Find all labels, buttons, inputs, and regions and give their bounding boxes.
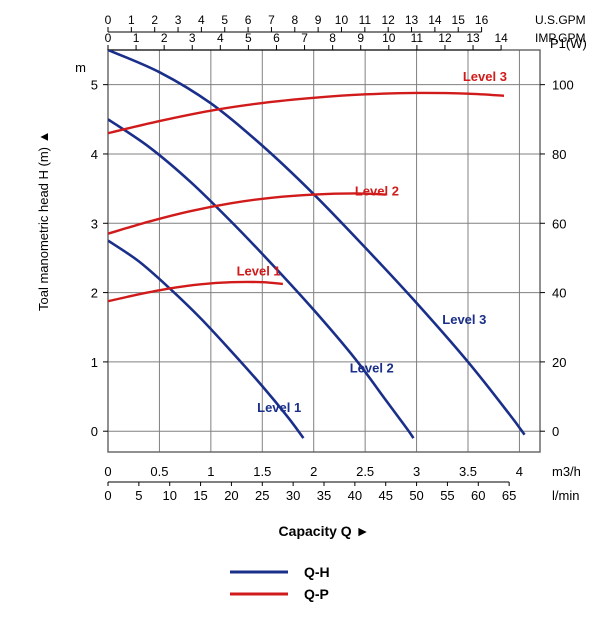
y-right-tick-label: 0 xyxy=(552,424,559,439)
x-axis-title: Capacity Q ► xyxy=(279,523,370,539)
y-right-tick-label: 20 xyxy=(552,355,566,370)
x-top1-tick: 15 xyxy=(452,13,466,27)
pump-curve-chart: 012345m020406080100P1(W)0123456789101112… xyxy=(0,0,600,621)
x-bottom2-tick: 60 xyxy=(471,488,485,503)
qp-curve-label: Level 2 xyxy=(355,184,399,199)
x-top2-tick: 9 xyxy=(357,31,364,45)
x-top1-tick: 13 xyxy=(405,13,419,27)
x-top1-label: U.S.GPM xyxy=(535,13,586,27)
x-bottom2-tick: 40 xyxy=(348,488,362,503)
x-top1-tick: 16 xyxy=(475,13,489,27)
x-top2-tick: 3 xyxy=(189,31,196,45)
x-bottom-tick: 3 xyxy=(413,464,420,479)
legend-label: Q-P xyxy=(304,586,329,602)
x-top1-tick: 14 xyxy=(428,13,442,27)
x-bottom-tick: 1 xyxy=(207,464,214,479)
x-bottom-tick: 0 xyxy=(104,464,111,479)
x-bottom2-tick: 0 xyxy=(104,488,111,503)
x-top1-tick: 0 xyxy=(105,13,112,27)
x-top2-tick: 0 xyxy=(105,31,112,45)
x-bottom2-tick: 30 xyxy=(286,488,300,503)
x-top1-tick: 2 xyxy=(151,13,158,27)
x-bottom2-tick: 35 xyxy=(317,488,331,503)
x-top1-tick: 5 xyxy=(221,13,228,27)
x-top2-tick: 12 xyxy=(438,31,452,45)
x-bottom2-tick: 25 xyxy=(255,488,269,503)
x-bottom2-tick: 50 xyxy=(409,488,423,503)
x-top1-tick: 7 xyxy=(268,13,275,27)
x-top2-tick: 2 xyxy=(161,31,168,45)
x-top1-tick: 8 xyxy=(291,13,298,27)
x-top2-tick: 7 xyxy=(301,31,308,45)
x-top1-tick: 9 xyxy=(315,13,322,27)
x-top1-tick: 3 xyxy=(175,13,182,27)
x-top1-tick: 6 xyxy=(245,13,252,27)
y-right-tick-label: 80 xyxy=(552,147,566,162)
y-left-tick-label: 0 xyxy=(91,424,98,439)
qh-curve-label: Level 2 xyxy=(350,360,394,375)
legend-label: Q-H xyxy=(304,564,330,580)
x-top1-tick: 4 xyxy=(198,13,205,27)
x-top2-tick: 11 xyxy=(411,31,424,45)
y-axis-title: Toal manometric head H (m) ▲ xyxy=(36,131,51,311)
x-top2-tick: 5 xyxy=(245,31,252,45)
x-top1-tick: 1 xyxy=(128,13,135,27)
x-bottom2-tick: 10 xyxy=(162,488,176,503)
x-top2-tick: 4 xyxy=(217,31,224,45)
x-bottom-tick: 2.5 xyxy=(356,464,374,479)
x-bottom2-tick: 65 xyxy=(502,488,516,503)
x-top1-tick: 10 xyxy=(335,13,349,27)
x-top2-tick: 1 xyxy=(133,31,140,45)
y-left-tick-label: 1 xyxy=(91,355,98,370)
x-bottom2-tick: 15 xyxy=(193,488,207,503)
y-left-tick-label: 2 xyxy=(91,286,98,301)
y-left-tick-label: 4 xyxy=(91,147,98,162)
x-top2-tick: 6 xyxy=(273,31,280,45)
x-top2-label: IMP.GPM xyxy=(535,31,585,45)
y-right-tick-label: 100 xyxy=(552,78,574,93)
qh-curve-label: Level 3 xyxy=(442,312,486,327)
x-bottom-tick: 4 xyxy=(516,464,523,479)
qh-curve-label: Level 1 xyxy=(257,400,301,415)
x-bottom2-tick: 5 xyxy=(135,488,142,503)
y-left-unit: m xyxy=(75,60,86,75)
x-top2-tick: 8 xyxy=(329,31,336,45)
x-bottom2-tick: 20 xyxy=(224,488,238,503)
x-top2-tick: 14 xyxy=(494,31,508,45)
x-top1-tick: 11 xyxy=(359,13,372,27)
x-bottom-unit: m3/h xyxy=(552,464,581,479)
x-bottom-tick: 3.5 xyxy=(459,464,477,479)
y-right-tick-label: 60 xyxy=(552,216,566,231)
qp-curve-label: Level 3 xyxy=(463,69,507,84)
y-left-tick-label: 5 xyxy=(91,78,98,93)
y-left-tick-label: 3 xyxy=(91,216,98,231)
x-top1-tick: 12 xyxy=(382,13,396,27)
x-bottom-tick: 0.5 xyxy=(150,464,168,479)
x-bottom2-tick: 55 xyxy=(440,488,454,503)
y-right-tick-label: 40 xyxy=(552,286,566,301)
x-bottom-tick: 2 xyxy=(310,464,317,479)
qp-curve-label: Level 1 xyxy=(237,263,281,278)
x-top2-tick: 10 xyxy=(382,31,396,45)
x-bottom-tick: 1.5 xyxy=(253,464,271,479)
x-bottom2-tick: 45 xyxy=(378,488,392,503)
x-top2-tick: 13 xyxy=(466,31,480,45)
x-bottom2-unit: l/min xyxy=(552,488,579,503)
